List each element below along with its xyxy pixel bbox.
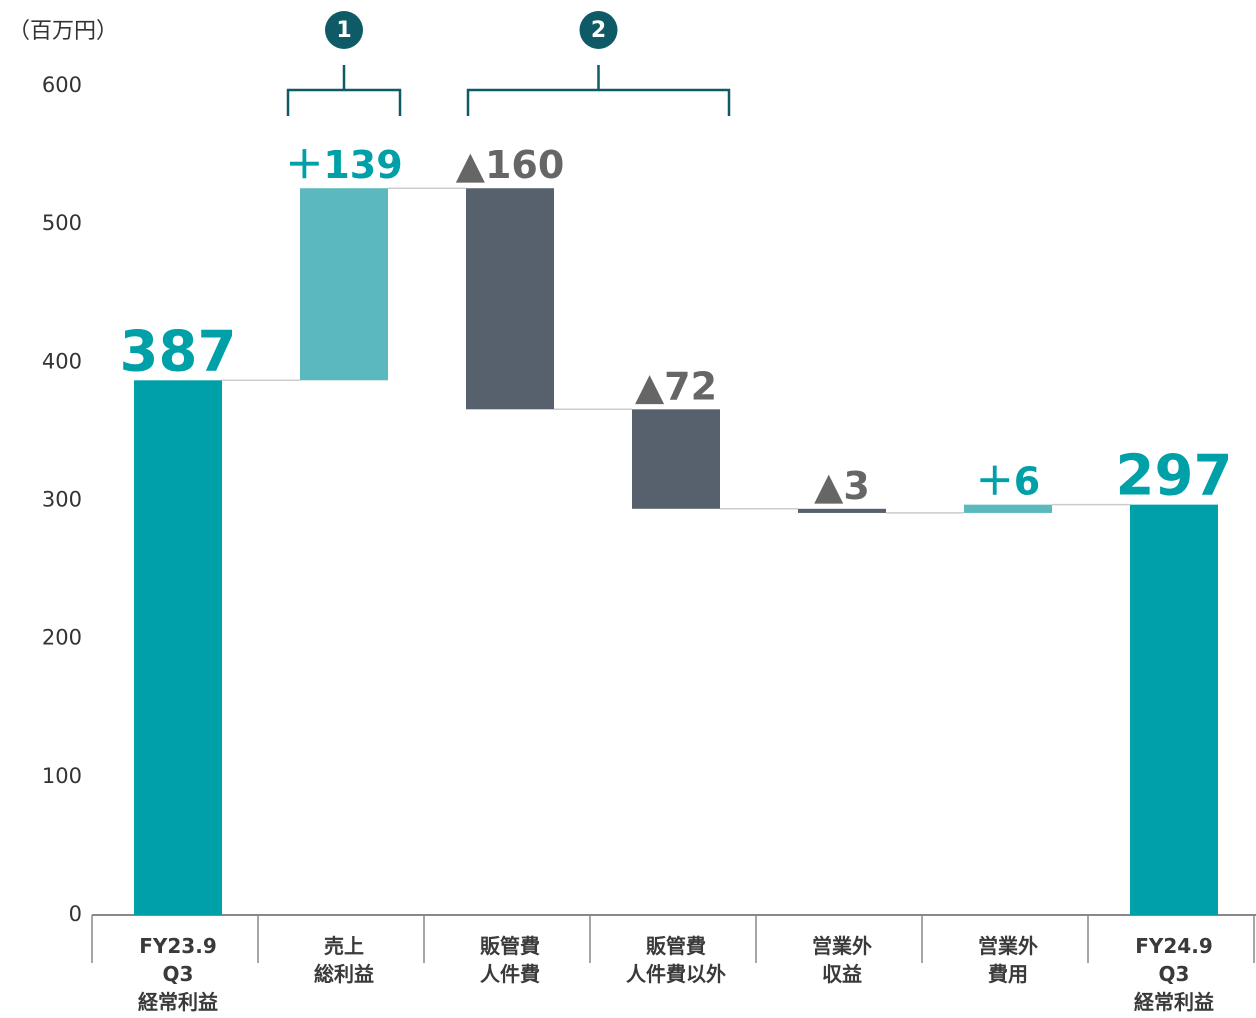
value-label: ＋139 [285, 143, 402, 187]
y-tick-label: 100 [42, 764, 82, 788]
bar [632, 409, 720, 509]
x-tick-label: 営業外 収益 [812, 934, 872, 986]
bar [466, 188, 554, 410]
value-label: 297 [1116, 444, 1233, 509]
annotation-label: 2 [591, 18, 606, 43]
value-label: 387 [120, 319, 237, 384]
x-tick-label: 売上 総利益 [314, 934, 374, 986]
y-tick-label: 600 [42, 73, 82, 97]
bar [798, 508, 886, 513]
x-tick-label: 営業外 費用 [978, 934, 1038, 986]
bar [964, 504, 1052, 513]
x-tick-label: 販管費 人件費 [480, 934, 540, 986]
value-label: ▲3 [814, 464, 870, 508]
annotation-marker [579, 11, 618, 49]
value-label: ＋6 [976, 460, 1040, 504]
y-tick-label: 200 [42, 626, 82, 650]
y-tick-label: 0 [69, 902, 82, 926]
y-tick-label: 300 [42, 488, 82, 512]
value-label: ▲72 [635, 364, 717, 408]
annotation-label: 1 [336, 18, 351, 43]
bracket [466, 65, 731, 116]
annotation-marker [325, 11, 363, 49]
x-tick-label: FY24.9 Q3 経常利益 [1134, 934, 1214, 1014]
value-label: ▲160 [456, 143, 565, 187]
unit-label: （百万円） [8, 19, 118, 44]
x-tick-label: FY23.9 Q3 経常利益 [138, 934, 218, 1014]
x-tick-label: 販管費 人件費以外 [626, 934, 726, 986]
bar [1130, 504, 1218, 915]
bracket [286, 65, 402, 116]
y-tick-label: 400 [42, 349, 82, 373]
y-tick-label: 500 [42, 211, 82, 235]
bar [300, 188, 388, 381]
bar [134, 380, 222, 915]
